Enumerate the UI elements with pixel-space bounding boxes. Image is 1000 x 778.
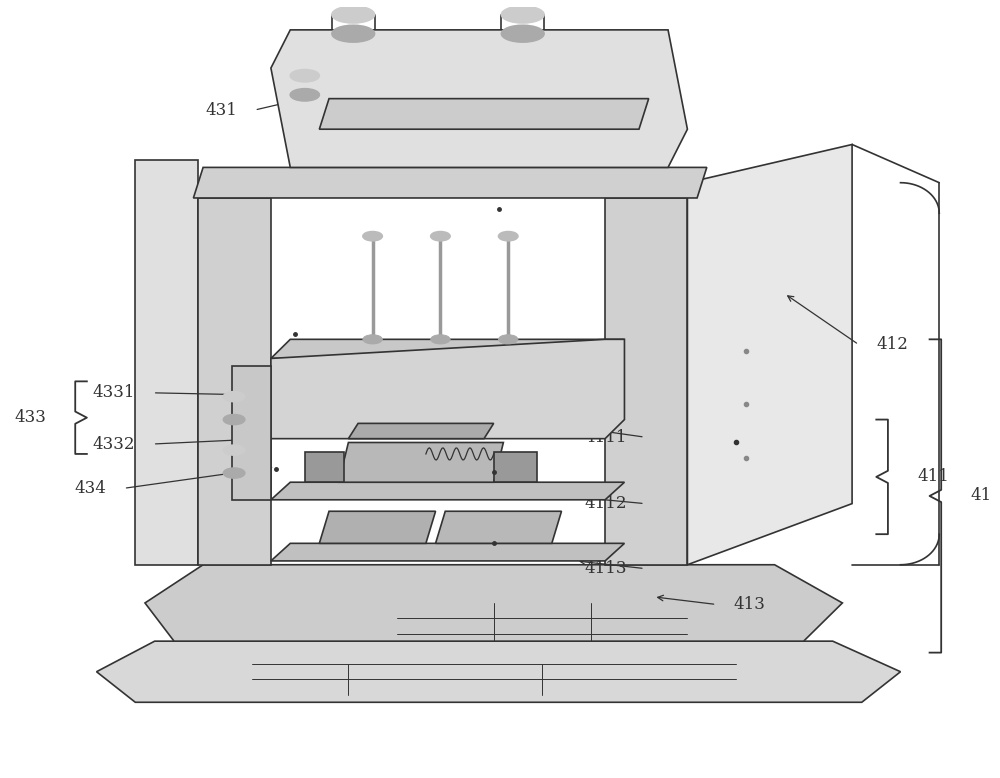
Text: 434: 434 [74, 480, 106, 497]
Ellipse shape [223, 391, 245, 401]
Polygon shape [135, 159, 198, 565]
Polygon shape [271, 543, 624, 561]
Polygon shape [198, 198, 271, 565]
Ellipse shape [431, 335, 450, 344]
Text: 4113: 4113 [585, 560, 627, 577]
Polygon shape [436, 511, 561, 543]
Text: 4332: 4332 [93, 436, 135, 453]
Polygon shape [232, 366, 271, 499]
Polygon shape [339, 443, 503, 482]
Text: 4111: 4111 [585, 429, 627, 446]
Polygon shape [605, 198, 687, 565]
Polygon shape [193, 167, 707, 198]
Polygon shape [494, 452, 537, 482]
Ellipse shape [290, 89, 319, 101]
Polygon shape [271, 482, 624, 499]
Ellipse shape [499, 232, 518, 240]
Polygon shape [305, 452, 344, 482]
Text: 411: 411 [917, 468, 949, 485]
Ellipse shape [363, 232, 382, 240]
Polygon shape [97, 641, 901, 703]
Polygon shape [687, 145, 852, 565]
Ellipse shape [431, 232, 450, 240]
Text: 413: 413 [734, 596, 766, 613]
Polygon shape [348, 423, 494, 439]
Ellipse shape [363, 335, 382, 344]
Ellipse shape [501, 6, 544, 23]
Ellipse shape [223, 415, 245, 425]
Text: 4331: 4331 [93, 384, 135, 401]
Polygon shape [319, 511, 436, 543]
Ellipse shape [223, 445, 245, 455]
Polygon shape [271, 339, 624, 359]
Ellipse shape [223, 468, 245, 478]
Text: 4112: 4112 [585, 495, 627, 512]
Ellipse shape [290, 69, 319, 82]
Ellipse shape [332, 6, 375, 23]
Ellipse shape [499, 335, 518, 344]
Polygon shape [319, 99, 649, 129]
Ellipse shape [332, 25, 375, 42]
Text: 431: 431 [205, 102, 237, 118]
Polygon shape [271, 339, 624, 439]
Ellipse shape [501, 25, 544, 42]
Polygon shape [271, 30, 687, 167]
Text: 433: 433 [14, 409, 46, 426]
Polygon shape [145, 565, 842, 641]
Text: 412: 412 [876, 336, 908, 353]
Text: 41: 41 [970, 488, 992, 504]
